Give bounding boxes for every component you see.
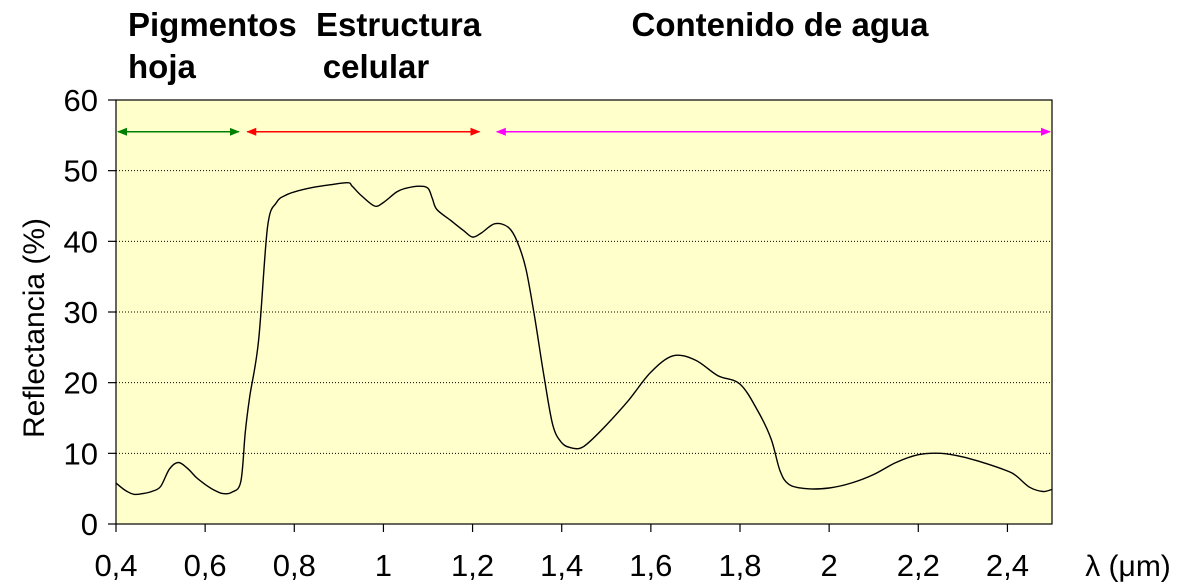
region-labels: Pigmentos hoja Estructura celular Contenido …	[128, 6, 929, 85]
x-tick-label: 1,6	[629, 548, 672, 583]
x-tick-label: 2,4	[986, 548, 1029, 583]
x-tick-label: 0,8	[273, 548, 316, 583]
x-axis-title: λ (μm)	[1085, 550, 1171, 583]
y-tick-label: 50	[64, 154, 98, 189]
region-label: hoja	[128, 48, 196, 85]
x-tick-label: 1,4	[540, 548, 583, 583]
x-axis-ticks: 0,4 0,6 0,8 1 1,2 1,4 1,6 1,8 2 2,2 2,4	[94, 524, 1029, 583]
y-axis-title: Reflectancia (%)	[18, 218, 51, 438]
x-tick-label: 2	[821, 548, 838, 583]
y-tick-label: 40	[64, 224, 98, 259]
x-tick-label: 0,6	[184, 548, 227, 583]
x-tick-label: 1,8	[718, 548, 761, 583]
region-label: Pigmentos	[128, 6, 297, 43]
grid-lines	[116, 170, 1052, 454]
x-tick-label: 2,2	[897, 548, 940, 583]
region-label: Estructura	[316, 6, 482, 43]
x-tick-label: 1	[375, 548, 392, 583]
y-tick-label: 60	[64, 83, 98, 118]
x-tick-label: 1,2	[451, 548, 494, 583]
y-axis-ticks: 0 10 20 30 40 50 60	[64, 83, 116, 542]
x-tick-label: 0,4	[94, 548, 137, 583]
y-tick-label: 20	[64, 366, 98, 401]
y-tick-label: 0	[81, 507, 98, 542]
y-tick-label: 30	[64, 295, 98, 330]
region-label: Contenido de agua	[632, 6, 930, 43]
region-label: celular	[323, 48, 430, 85]
reflectance-line	[115, 181, 1053, 496]
series-group	[115, 181, 1053, 496]
y-tick-label: 10	[64, 436, 98, 471]
